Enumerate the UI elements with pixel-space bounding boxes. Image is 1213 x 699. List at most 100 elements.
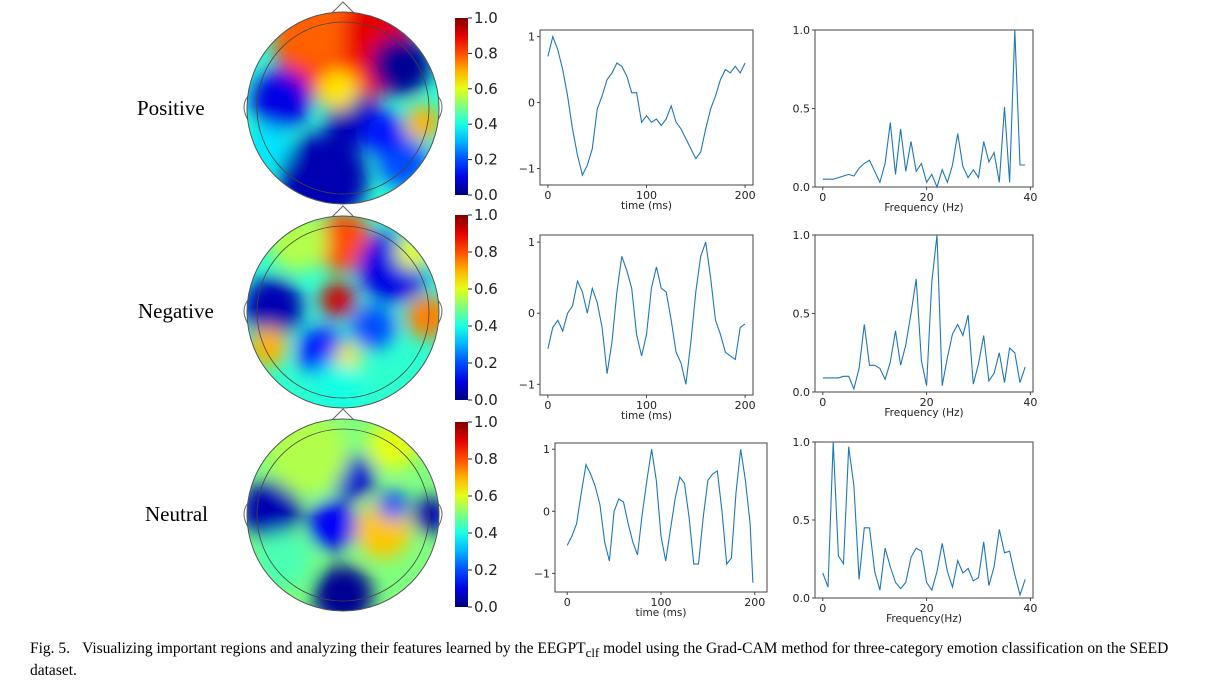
- y-tick-label: 0: [528, 307, 535, 320]
- head-nose: [330, 205, 356, 219]
- colorbar-tick-label: 0.4: [474, 317, 498, 335]
- series-line: [566, 449, 754, 583]
- activation-region: [371, 36, 431, 96]
- chart-neutral-time: 0 100 200 −1 0 1 time (ms): [534, 442, 768, 619]
- topomap-field: [247, 419, 439, 611]
- head-outline: [246, 11, 440, 205]
- y-tick-label: 1.0: [793, 229, 811, 242]
- topomap-2: 0.0 0.2 0.4 0.6 0.8 1.0: [243, 408, 498, 616]
- field-blobs: [247, 216, 439, 408]
- x-tick-label: 20: [920, 191, 934, 204]
- x-tick-label: 40: [1023, 191, 1037, 204]
- activation-region: [405, 105, 439, 141]
- x-tick-label: 20: [920, 602, 934, 615]
- y-tick-label: 1: [528, 236, 535, 249]
- topomap-1: 0.0 0.2 0.4 0.6 0.8 1.0: [243, 205, 498, 409]
- x-tick-label: 200: [744, 596, 765, 609]
- plot-frame: [539, 29, 754, 186]
- scalp-contour: [256, 21, 430, 195]
- x-tick-label: 40: [1023, 396, 1037, 409]
- x-tick-label: 100: [651, 596, 672, 609]
- plot-frame: [539, 234, 754, 396]
- y-tick-label: 0.0: [793, 592, 811, 605]
- field-blobs: [247, 12, 439, 204]
- activation-region: [361, 111, 405, 155]
- series-line: [547, 241, 746, 385]
- x-axis-label: time (ms): [621, 200, 672, 212]
- colorbar: [455, 422, 468, 607]
- y-tick-label: −1: [519, 378, 535, 391]
- y-tick-label: 1: [528, 31, 535, 44]
- y-tick-label: 1.0: [793, 24, 811, 37]
- series-line: [822, 441, 1026, 597]
- x-tick-label: 0: [819, 396, 826, 409]
- colorbar-tick-label: 0.0: [474, 598, 498, 616]
- activation-region: [320, 282, 356, 318]
- colorbar-tick-label: 1.0: [474, 9, 498, 27]
- x-tick-label: 100: [636, 189, 657, 202]
- y-tick-label: 0.0: [793, 181, 811, 194]
- y-tick-label: 1: [543, 443, 550, 456]
- colorbar-tick-label: 0.8: [474, 450, 498, 468]
- activation-region: [278, 133, 368, 204]
- activation-region: [251, 70, 311, 130]
- activation-region: [268, 419, 348, 495]
- colorbar-tick-label: 0.8: [474, 44, 498, 62]
- activation-region: [247, 126, 290, 170]
- caption-number: Fig. 5.: [30, 640, 71, 657]
- colorbar: [455, 215, 468, 400]
- activation-region: [406, 295, 439, 339]
- y-tick-label: −1: [519, 163, 535, 176]
- colorbar-tick-label: 0.4: [474, 115, 498, 133]
- x-tick-label: 0: [544, 399, 551, 412]
- plot-frame: [814, 234, 1034, 393]
- colorbar-tick-label: 0.6: [474, 280, 498, 298]
- row-label-neutral: Neutral: [145, 502, 208, 526]
- head-nose: [330, 1, 356, 15]
- series-line: [822, 29, 1026, 189]
- y-tick-label: 0.5: [793, 308, 811, 321]
- activation-region: [318, 70, 358, 110]
- y-tick-label: 0: [528, 97, 535, 110]
- colorbar-tick-label: 0.2: [474, 561, 498, 579]
- colorbar-tick-label: 0.4: [474, 524, 498, 542]
- chart-negative-frequency: 0 20 40 0.0 0.5 1.0 Frequency (Hz): [793, 229, 1038, 419]
- y-tick-label: 0.5: [793, 103, 811, 116]
- activation-region: [413, 497, 439, 533]
- chart-positive-time: 0 100 200 −1 0 1 time (ms): [519, 29, 756, 212]
- x-axis-label: Frequency (Hz): [884, 202, 963, 214]
- y-tick-label: −1: [534, 567, 550, 580]
- activation-region: [273, 12, 353, 68]
- topomap-0: 0.0 0.2 0.4 0.6 0.8 1.0: [243, 1, 498, 205]
- activation-region: [351, 305, 395, 349]
- x-axis-label: time (ms): [636, 607, 687, 619]
- x-tick-label: 20: [920, 396, 934, 409]
- scalp-contour: [256, 225, 430, 399]
- head-right-ear: [437, 299, 443, 325]
- activation-region: [255, 532, 311, 588]
- series-line: [822, 234, 1026, 391]
- activation-region: [313, 362, 363, 408]
- activation-region: [308, 500, 358, 550]
- caption-text-before: Visualizing important regions and analyz…: [82, 640, 538, 657]
- y-tick-label: 1.0: [793, 436, 811, 449]
- x-tick-label: 100: [636, 399, 657, 412]
- x-axis-label: time (ms): [621, 410, 672, 422]
- topomap-field: [247, 216, 439, 408]
- chart-positive-frequency: 0 20 40 0.0 0.5 1.0 Frequency (Hz): [793, 24, 1038, 214]
- y-tick-label: 0.5: [793, 514, 811, 527]
- caption-model: EEGPT: [537, 640, 586, 657]
- x-tick-label: 0: [819, 191, 826, 204]
- activation-region: [313, 565, 373, 611]
- head-left-ear: [243, 502, 249, 528]
- colorbar-tick-label: 0.6: [474, 487, 498, 505]
- activation-region: [378, 490, 408, 520]
- x-tick-label: 200: [735, 189, 756, 202]
- colorbar: [455, 18, 468, 195]
- chart-negative-time: 0 100 200 −1 0 1 time (ms): [519, 234, 756, 422]
- x-tick-label: 40: [1023, 602, 1037, 615]
- colorbar-tick-label: 0.8: [474, 243, 498, 261]
- x-tick-label: 0: [544, 189, 551, 202]
- head-outline: [246, 215, 440, 409]
- x-tick-label: 200: [735, 399, 756, 412]
